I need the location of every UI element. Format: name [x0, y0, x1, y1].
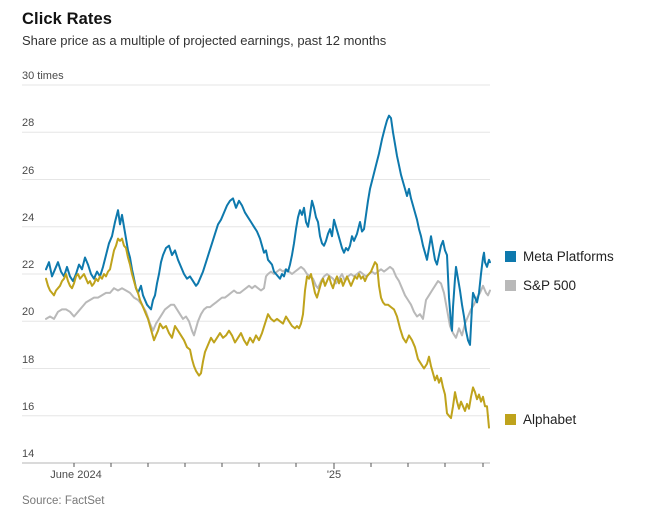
chart-subtitle: Share price as a multiple of projected e… [22, 33, 387, 48]
legend-label-meta-platforms: Meta Platforms [523, 249, 614, 264]
legend-swatch-sp500-icon [505, 280, 516, 291]
y-axis-label: 28 [22, 117, 35, 130]
series-line-alphabet [45, 237, 490, 429]
chart-title: Click Rates [22, 10, 113, 28]
y-axis-label: 22 [22, 259, 35, 271]
series-line-s-p-500 [45, 265, 491, 339]
y-axis-label: 16 [22, 400, 35, 413]
x-axis-label: '25 [326, 469, 342, 481]
legend-item-meta-platforms: Meta Platforms [505, 249, 614, 264]
y-axis-label: 20 [22, 306, 35, 319]
legend-item-alphabet: Alphabet [505, 412, 576, 427]
y-axis-label: 26 [22, 164, 35, 177]
x-axis-label: June 2024 [50, 469, 102, 481]
legend-label-alphabet: Alphabet [523, 412, 577, 427]
y-axis-label: 18 [22, 353, 35, 366]
y-axis-label: 30 times [22, 70, 64, 82]
legend-item-sp500: S&P 500 [505, 278, 576, 293]
legend-swatch-alphabet-icon [505, 414, 516, 425]
legend-label-sp500: S&P 500 [523, 278, 577, 293]
source-note: Source: FactSet [22, 495, 105, 507]
y-axis-label: 24 [22, 211, 35, 224]
y-axis-label: 14 [22, 448, 35, 460]
legend-swatch-meta-platforms-icon [505, 251, 516, 262]
